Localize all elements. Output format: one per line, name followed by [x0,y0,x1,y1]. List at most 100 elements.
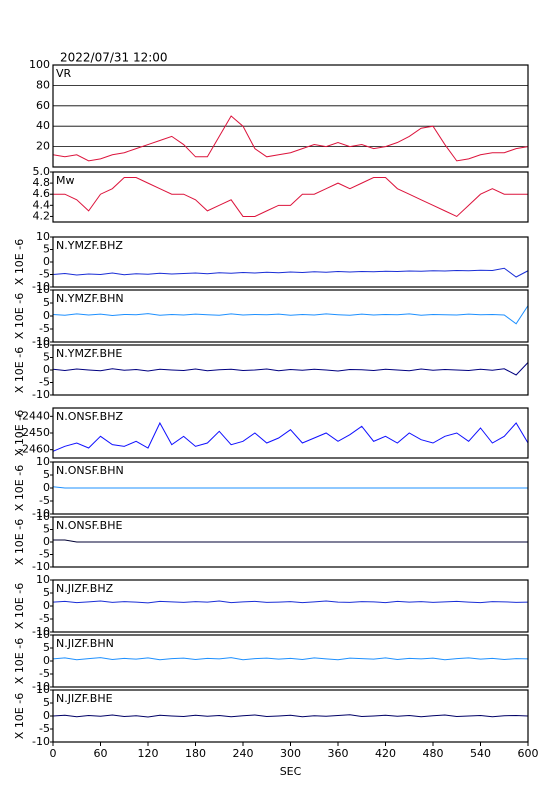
y-tick-label: -10 [32,388,50,401]
y-tick-label: 5 [43,296,50,309]
y-tick-label: 5 [43,586,50,599]
y-tick-label: 10 [36,510,50,523]
trace [53,267,528,278]
y-tick-label: 0 [43,309,50,322]
trace [53,115,528,162]
y-tick-label: 5 [43,468,50,481]
panel-label: N.YMZF.BHN [56,292,124,305]
panel-label: Mw [56,174,75,187]
y-tick-label: -5 [39,322,50,335]
y-tick-label: 10 [36,283,50,296]
y-tick-label: 20 [36,140,50,153]
panel-frame [52,579,529,633]
x-tick-label: 240 [233,747,254,760]
y-tick-label: 0 [43,654,50,667]
trace [53,714,528,718]
y-tick-label: -5 [39,667,50,680]
panel-label: N.YMZF.BHE [56,347,122,360]
y-axis-label: X 10E -6 [13,638,26,684]
x-tick-label: 420 [375,747,396,760]
x-tick-label: 600 [518,747,539,760]
y-tick-label: 0 [43,363,50,376]
x-axis-label: SEC [280,765,302,778]
y-tick-label: 5.0 [33,165,51,178]
trace [53,539,528,543]
panel-label: N.ONSF.BHE [56,519,122,532]
panel-frame [52,516,529,568]
panel-label: N.JIZF.BHN [56,637,114,650]
y-tick-label: 10 [36,683,50,696]
y-tick-label: -10 [32,680,50,693]
panel-frame [52,171,529,223]
y-tick-label: -10 [32,280,50,293]
y-tick-label: -2440 [18,409,50,422]
y-tick-label: 5 [43,696,50,709]
panel-frame [52,634,529,688]
panel-frame [52,289,529,343]
panel-frame [52,407,529,459]
y-axis-label: X 10E -6 [13,583,26,629]
y-tick-label: 4.6 [33,187,51,200]
trace [53,421,528,452]
y-tick-label: 0 [43,709,50,722]
y-tick-label: 10 [36,230,50,243]
y-tick-label: 40 [36,119,50,132]
y-axis-label: X 10E -6 [13,347,26,393]
trace [53,600,528,604]
trace [53,362,528,376]
panel-label: VR [56,67,72,80]
y-tick-label: -5 [39,268,50,281]
x-tick-label: 480 [423,747,444,760]
y-tick-label: 4.4 [33,198,51,211]
y-tick-label: -5 [39,494,50,507]
panel-frame [52,236,529,288]
y-tick-label: -2460 [18,443,50,456]
y-axis-label: X 10E -6 [13,239,26,285]
y-tick-label: -2450 [18,426,50,439]
y-tick-label: 80 [36,78,50,91]
x-tick-label: 360 [328,747,349,760]
y-tick-label: -5 [39,548,50,561]
y-axis-label: X 10E -6 [13,410,26,456]
y-tick-label: -10 [32,625,50,638]
panel-frame [52,344,529,396]
y-tick-label: 10 [36,338,50,351]
panel-label: N.JIZF.BHZ [56,582,114,595]
y-tick-label: 100 [29,58,50,71]
panel-label: N.YMZF.BHZ [56,239,123,252]
y-tick-label: 5 [43,641,50,654]
x-tick-label: 300 [280,747,301,760]
y-tick-label: 0 [43,481,50,494]
trace [53,486,528,489]
y-tick-label: 4.8 [33,176,51,189]
y-tick-label: 0 [43,535,50,548]
x-tick-label: 180 [185,747,206,760]
panel-frame [52,64,529,168]
y-tick-label: -10 [32,560,50,573]
y-tick-label: 60 [36,99,50,112]
y-tick-label: -5 [39,376,50,389]
panel-label: N.ONSF.BHZ [56,410,123,423]
chart-title: 2022/07/31 12:00 [60,51,168,65]
y-axis-label: X 10E -6 [13,465,26,511]
y-tick-label: 10 [36,628,50,641]
panel-label: N.JIZF.BHE [56,692,113,705]
x-tick-label: 120 [138,747,159,760]
y-tick-label: -5 [39,612,50,625]
x-tick-label: 0 [50,747,57,760]
y-tick-label: 10 [36,455,50,468]
y-axis-label: X 10E -6 [13,293,26,339]
panel-frame [52,461,529,515]
trace [53,305,528,325]
y-tick-label: 5 [43,523,50,536]
y-tick-label: -5 [39,722,50,735]
x-tick-label: 60 [94,747,108,760]
y-axis-label: X 10E -6 [13,693,26,739]
y-tick-label: -10 [32,735,50,748]
y-tick-label: 0 [43,255,50,268]
y-tick-label: 5 [43,243,50,256]
y-tick-label: 10 [36,573,50,586]
y-tick-label: 4.2 [33,209,51,222]
